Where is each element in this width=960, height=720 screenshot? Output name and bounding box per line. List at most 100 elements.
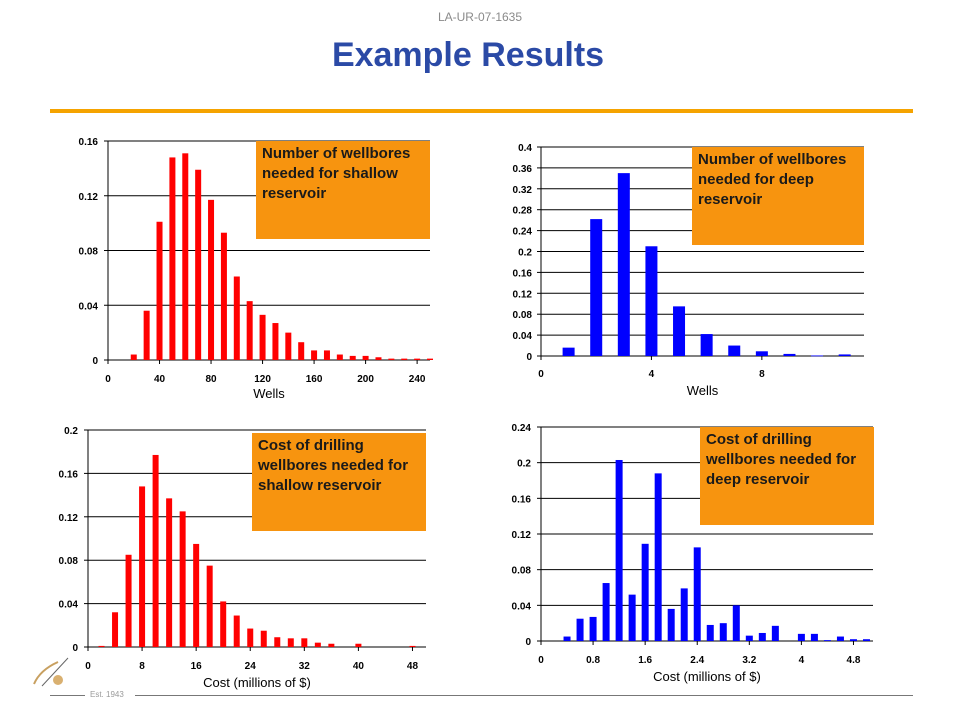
y-tick-label: 0.08 (513, 310, 533, 321)
bar (641, 543, 649, 641)
x-tick-label: 8 (759, 369, 765, 380)
y-tick-label: 0.08 (512, 566, 532, 577)
y-tick-label: 0.2 (517, 459, 531, 470)
x-tick-label: 24 (245, 661, 257, 672)
bar (152, 454, 159, 647)
slide-title: Example Results (331, 36, 605, 74)
document-id: LA-UR-07-1635 (437, 10, 523, 24)
y-tick-label: 0.2 (518, 248, 532, 259)
y-tick-label: 0.24 (513, 227, 533, 238)
bar (208, 199, 215, 360)
bar (233, 615, 240, 647)
bar (285, 332, 292, 360)
y-tick-label: 0.4 (518, 143, 532, 154)
bar (706, 624, 714, 641)
bar (401, 358, 408, 360)
y-tick-label: 0 (526, 352, 532, 363)
y-tick-label: 0.12 (512, 530, 532, 541)
bar (728, 345, 741, 356)
y-tick-label: 0.36 (513, 164, 533, 175)
x-tick-label: 0.8 (586, 655, 600, 666)
bar (732, 605, 740, 641)
x-tick-label: 80 (205, 374, 217, 385)
bar (272, 323, 279, 360)
y-tick-label: 0.12 (79, 192, 99, 203)
y-tick-label: 0.12 (59, 513, 79, 524)
y-tick-label: 0.04 (513, 331, 533, 342)
bar (179, 511, 186, 647)
y-tick-label: 0.04 (79, 301, 99, 312)
bar (220, 601, 227, 647)
bar (260, 630, 267, 647)
bar (862, 639, 870, 641)
bar (590, 219, 603, 356)
x-tick-label: 240 (409, 374, 426, 385)
bar (838, 354, 851, 356)
bar (274, 637, 281, 647)
x-axis-title: Cost (millions of $) (653, 669, 761, 684)
y-tick-label: 0.08 (79, 247, 99, 258)
y-tick-label: 0.16 (79, 137, 99, 148)
bar (349, 355, 356, 360)
bar (617, 173, 630, 356)
y-tick-label: 0.04 (512, 601, 532, 612)
y-tick-label: 0.16 (59, 469, 79, 480)
bar (206, 565, 213, 647)
bar (836, 636, 844, 641)
x-tick-label: 40 (154, 374, 166, 385)
bar (125, 554, 132, 647)
x-axis-title: Wells (687, 383, 719, 398)
bar (409, 645, 416, 647)
bar (758, 632, 766, 641)
bar (414, 358, 421, 360)
bar (169, 157, 176, 360)
bar (693, 547, 701, 641)
y-tick-label: 0.24 (512, 423, 532, 434)
bar (298, 342, 305, 360)
bar (563, 636, 571, 641)
y-tick-label: 0 (72, 643, 78, 654)
bar (562, 347, 575, 356)
x-tick-label: 3.2 (742, 655, 756, 666)
bar (375, 357, 382, 360)
bar (314, 642, 321, 647)
bar (823, 640, 831, 641)
x-tick-label: 4.8 (847, 655, 861, 666)
bar (680, 588, 688, 641)
y-tick-label: 0.2 (64, 426, 78, 437)
bar (246, 301, 253, 360)
bar (287, 638, 294, 647)
bar (311, 350, 318, 360)
x-tick-label: 16 (191, 661, 203, 672)
x-tick-label: 8 (139, 661, 145, 672)
est-text: Est. 1943 (90, 690, 124, 699)
bar (771, 625, 779, 641)
bar (139, 486, 146, 647)
footer-rule-left (50, 695, 85, 696)
bar (849, 639, 857, 641)
bar (362, 355, 369, 360)
bar (143, 310, 150, 360)
callout-shallow-wells: Number of wellbores needed for shallow r… (256, 141, 430, 239)
bar (811, 355, 824, 357)
y-tick-label: 0.12 (513, 289, 533, 300)
x-axis-title: Cost (millions of $) (203, 675, 311, 690)
bar (645, 246, 658, 356)
bar (673, 306, 686, 356)
bar (654, 473, 662, 641)
bar (233, 276, 240, 360)
x-tick-label: 160 (306, 374, 323, 385)
callout-deep-wells: Number of wellbores needed for deep rese… (692, 147, 864, 245)
y-tick-label: 0 (525, 637, 531, 648)
bar (193, 543, 200, 647)
bar (667, 608, 675, 641)
bar (112, 612, 119, 647)
x-tick-label: 40 (353, 661, 365, 672)
bar (130, 354, 137, 360)
bar (719, 623, 727, 641)
bar (166, 498, 173, 647)
bar (797, 633, 805, 641)
x-tick-label: 0 (538, 369, 544, 380)
bar (323, 350, 330, 360)
y-tick-label: 0.16 (512, 494, 532, 505)
